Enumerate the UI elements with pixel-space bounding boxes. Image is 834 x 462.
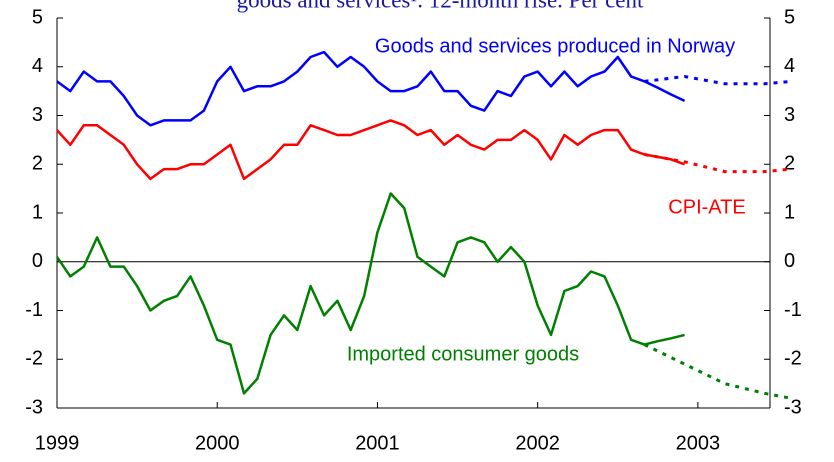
y-tick-label: 4 [32, 55, 43, 77]
y-tick-label: 3 [784, 104, 795, 126]
y-tick-label: 1 [32, 201, 43, 223]
y-tick-label: 5 [784, 6, 795, 28]
x-tick-label: 2002 [515, 432, 560, 454]
x-tick-label: 2001 [355, 432, 400, 454]
series-label: Imported consumer goods [347, 343, 579, 365]
y-tick-label: 0 [784, 250, 795, 272]
projection-line [644, 153, 792, 174]
projection-line [643, 343, 792, 400]
y-tick-label: 3 [32, 104, 43, 126]
chart-title: goods and services¹. 12-month rise. Per … [237, 0, 644, 12]
series-label: CPI-ATE [668, 196, 745, 218]
series-line [55, 192, 685, 395]
y-tick-label: 2 [32, 153, 43, 175]
y-tick-label: -2 [784, 348, 802, 370]
x-tick-label: 1999 [35, 432, 80, 454]
series-label: Goods and services produced in Norway [375, 35, 735, 57]
series-line [56, 50, 686, 127]
series-line [56, 119, 686, 181]
y-tick-label: -1 [784, 299, 802, 321]
y-tick-label: 4 [784, 55, 795, 77]
y-tick-label: 5 [32, 6, 43, 28]
y-tick-label: -3 [25, 396, 43, 418]
y-tick-label: 2 [784, 153, 795, 175]
y-tick-label: 0 [32, 250, 43, 272]
y-tick-label: -3 [784, 396, 802, 418]
x-tick-label: 2000 [195, 432, 240, 454]
x-tick-label: 2003 [676, 432, 721, 454]
projection-line [644, 74, 792, 86]
y-tick-label: 1 [784, 201, 795, 223]
y-tick-label: -1 [25, 299, 43, 321]
y-tick-label: -2 [25, 348, 43, 370]
